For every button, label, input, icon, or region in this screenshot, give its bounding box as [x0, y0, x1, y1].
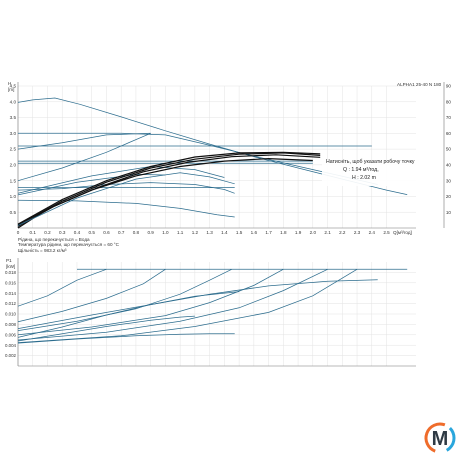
pump-curve [17, 174, 166, 196]
top-y-tick-label: 3.0 [10, 131, 17, 136]
top-y2-tick-label: 40 [446, 162, 452, 167]
pump-curve [17, 132, 151, 182]
top-x-tick-label: 0.4 [74, 230, 81, 235]
bottom-y-tick-label: 0.010 [5, 312, 17, 317]
top-y-tick-label: 1.0 [10, 194, 17, 199]
top-x-tick-label: 1.9 [295, 230, 302, 235]
top-y-tick-label: 2.5 [10, 147, 17, 152]
power-curve [17, 268, 284, 336]
top-y-tick-label: 4.0 [10, 99, 17, 104]
tooltip-line-2: Q : 1.94 м³/год, [343, 167, 379, 173]
bottom-y-tick-label: 0.004 [5, 343, 17, 348]
density-note: Щільність = 983.2 кг/м³ [18, 248, 67, 253]
pump-curve [17, 182, 235, 194]
top-x-tick-label: 1.1 [177, 230, 184, 235]
top-y2-tick-label: 70 [446, 115, 452, 120]
operating-point-tooltip[interactable]: Натисніть, щоб указати робочу точку Q : … [322, 159, 432, 186]
fluid-note: Рідина, що перекачується = Вода [18, 237, 90, 242]
top-curves [17, 97, 408, 229]
top-x-tick-label: 1.0 [162, 230, 169, 235]
bottom-y-tick-label: 0.014 [5, 291, 17, 296]
power-curve [17, 268, 232, 331]
top-x-tick-label: 1.2 [192, 230, 199, 235]
top-y2-tick-label: 50 [446, 147, 452, 152]
top-x-tick-label: 0.6 [103, 230, 110, 235]
selected-pump-curve [17, 152, 321, 226]
top-x-tick-label: 1.3 [206, 230, 213, 235]
top-y-tick-label: 0.5 [10, 210, 17, 215]
bottom-y-unit-label: P1 [6, 258, 12, 263]
top-x-tick-label: 1.6 [251, 230, 258, 235]
bottom-y-unit-label-2: [kW] [6, 264, 15, 269]
logo-arc-blue [424, 422, 456, 454]
top-x-tick-label: 2.1 [324, 230, 331, 235]
power-curve [17, 268, 107, 307]
top-x-unit-label: Q[м³/год] [393, 230, 412, 235]
power-curve [17, 315, 195, 342]
top-x-tick-label: 0.1 [30, 230, 37, 235]
power-curve [17, 279, 378, 329]
bottom-axes: 0.002 0.004 0.006 0.008 0.010 0.012 0.014 0.016… [5, 258, 416, 367]
top-x-tick-label: 2.4 [369, 230, 376, 235]
power-curve [17, 268, 358, 343]
top-y2-tick-label: 60 [446, 131, 452, 136]
top-y-tick-label: 4.5 [10, 84, 17, 89]
top-x-tick-label: 0.3 [59, 230, 66, 235]
tooltip-background [322, 160, 432, 186]
top-x-tick-label: 2.3 [354, 230, 361, 235]
bottom-y-tick-label: 0.012 [5, 301, 17, 306]
top-x-tick-label: 0.5 [89, 230, 96, 235]
bottom-curves [17, 268, 408, 344]
selected-pump-curve [17, 154, 321, 227]
bottom-y-tick-label: 0.006 [5, 332, 17, 337]
top-y-tick-label: 2.0 [10, 162, 17, 167]
pump-curve [17, 132, 151, 150]
tooltip-line-1: Натисніть, щоб указати робочу точку [326, 159, 415, 165]
top-x-tick-label: 0.7 [118, 230, 125, 235]
top-y2-tick-label: 80 [446, 99, 452, 104]
model-label: ALPHA1 25-40 N 180 [397, 82, 442, 87]
top-y2-tick-label: 10 [446, 210, 452, 215]
power-curve [17, 333, 235, 344]
logo-letter: M [432, 428, 449, 450]
bottom-y-tick-label: 0.008 [5, 322, 17, 327]
bottom-grid [17, 262, 416, 366]
top-x-tick-label: 1.4 [221, 230, 228, 235]
logo-arc-orange [424, 422, 456, 454]
top-x-tick-label: 0.8 [133, 230, 140, 235]
top-x-tick-label: 0 [17, 230, 20, 235]
bottom-y-tick-label: 0.016 [5, 280, 17, 285]
selected-pump-curve [17, 151, 321, 225]
bottom-y-tick-label: 0.002 [5, 353, 17, 358]
top-x-tick-label: 2.5 [383, 230, 390, 235]
brand-logo: M [424, 422, 456, 454]
top-y-unit-label-2: [m] [8, 87, 14, 92]
top-x-tick-label: 0.2 [44, 230, 51, 235]
top-axes: 0 0.1 0.2 0.3 0.4 0.5 0.6 0.7 0.8 0.9 1.0 1.1 1.2 1.3… [8, 81, 451, 235]
top-x-tick-label: 1.7 [265, 230, 272, 235]
tooltip-line-3: H : 2.02 m [352, 175, 376, 181]
top-x-tick-label: 1.8 [280, 230, 287, 235]
bottom-y-tick-label: 0.018 [5, 270, 17, 275]
top-y2-tick-label: 20 [446, 194, 452, 199]
top-x-tick-label: 0.9 [147, 230, 154, 235]
top-x-tick-label: 1.5 [236, 230, 243, 235]
power-curve [17, 268, 328, 341]
top-x-tick-label: 2.0 [310, 230, 317, 235]
top-x-tick-label: 2.2 [339, 230, 346, 235]
top-y2-tick-label: 30 [446, 178, 452, 183]
power-curve [17, 268, 166, 323]
pump-curve [17, 172, 235, 226]
power-curve [17, 291, 240, 338]
temperature-note: Температура рідини, що перекачується = 6… [18, 242, 120, 247]
top-y2-tick-label: 90 [446, 84, 452, 89]
top-y-tick-label: 1.5 [10, 178, 17, 183]
top-y-tick-label: 3.5 [10, 115, 17, 120]
top-y-unit-label: H [8, 81, 11, 86]
